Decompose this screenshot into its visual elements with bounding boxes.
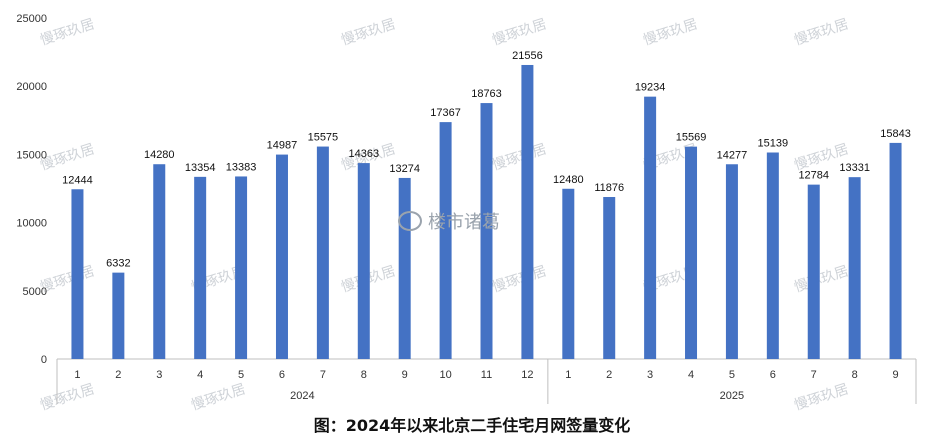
bar	[153, 164, 166, 359]
x-tick-label: 9	[892, 369, 898, 381]
x-tick-label: 2	[606, 369, 612, 381]
bar	[848, 177, 861, 359]
bar	[439, 122, 452, 359]
data-label: 15569	[676, 132, 707, 144]
data-label: 13274	[389, 163, 420, 175]
bar	[766, 152, 779, 359]
watermark-text: 慢琢玖居	[490, 262, 549, 295]
bar	[603, 197, 616, 359]
data-label: 11876	[594, 182, 624, 194]
bar	[112, 272, 125, 359]
x-tick-label: 1	[74, 369, 80, 381]
x-tick-label: 8	[852, 369, 858, 381]
data-label: 14280	[144, 149, 175, 161]
data-label: 13383	[226, 161, 257, 173]
y-tick-label: 5000	[23, 286, 47, 298]
bar	[235, 176, 248, 359]
bar	[521, 64, 534, 359]
x-tick-label: 11	[481, 369, 492, 381]
bar	[71, 189, 84, 359]
bar	[685, 146, 698, 359]
x-tick-label: 1	[565, 369, 571, 381]
data-label: 15575	[308, 132, 339, 144]
watermark-text: 慢琢玖居	[792, 262, 851, 295]
x-tick-label: 9	[402, 369, 408, 381]
x-tick-label: 6	[770, 369, 776, 381]
x-tick-label: 5	[238, 369, 244, 381]
bar	[562, 188, 575, 359]
data-label: 14987	[267, 140, 298, 152]
weibo-icon	[398, 211, 422, 231]
watermark-text: 慢琢玖居	[38, 380, 97, 413]
center-watermark-text: 楼市诸葛	[428, 212, 500, 233]
x-tick-label: 5	[729, 369, 735, 381]
data-label: 15843	[880, 128, 911, 140]
watermark-text: 慢琢玖居	[490, 140, 549, 173]
data-label: 18763	[471, 88, 502, 100]
center-watermark: 楼市诸葛	[398, 208, 500, 234]
y-tick-label: 15000	[16, 149, 47, 161]
y-tick-label: 25000	[16, 13, 47, 25]
bar	[357, 163, 370, 359]
x-tick-label: 4	[688, 369, 694, 381]
x-tick-label: 10	[439, 369, 451, 381]
data-label: 17367	[430, 107, 461, 119]
x-group-label: 2024	[290, 390, 314, 402]
x-tick-label: 4	[197, 369, 203, 381]
watermark-text: 慢琢玖居	[792, 15, 851, 48]
x-tick-label: 7	[811, 369, 817, 381]
x-tick-label: 12	[521, 369, 533, 381]
x-group-label: 2025	[720, 390, 744, 402]
data-label: 12444	[62, 174, 93, 186]
bar	[725, 164, 738, 359]
x-tick-label: 2	[115, 369, 121, 381]
data-label: 12784	[798, 170, 829, 182]
data-label: 15139	[758, 138, 789, 150]
x-tick-label: 8	[361, 369, 367, 381]
bar	[644, 96, 657, 359]
data-label: 19234	[635, 82, 666, 94]
bar	[480, 103, 493, 359]
watermark-text: 慢琢玖居	[490, 15, 549, 48]
bar	[316, 146, 329, 359]
x-tick-label: 3	[156, 369, 162, 381]
watermark-text: 慢琢玖居	[339, 15, 398, 48]
bar	[889, 142, 902, 359]
bar	[275, 154, 288, 359]
data-label: 13331	[839, 162, 870, 174]
y-tick-label: 20000	[16, 81, 47, 93]
watermark-text: 慢琢玖居	[189, 380, 248, 413]
data-label: 14277	[717, 149, 748, 161]
bar	[194, 176, 207, 359]
y-tick-label: 10000	[16, 218, 47, 230]
bar	[398, 177, 411, 359]
x-tick-label: 3	[647, 369, 653, 381]
y-tick-label: 0	[41, 354, 47, 366]
x-tick-label: 6	[279, 369, 285, 381]
x-tick-label: 7	[320, 369, 326, 381]
data-label: 21556	[512, 50, 543, 62]
bar	[807, 184, 820, 359]
watermark-text: 慢琢玖居	[641, 15, 700, 48]
data-label: 14363	[348, 148, 379, 160]
data-label: 12480	[553, 174, 584, 186]
watermark-text: 慢琢玖居	[792, 380, 851, 413]
data-label: 13354	[185, 162, 216, 174]
data-label: 6332	[106, 258, 130, 270]
chart-title: 图：2024年以来北京二手住宅月网签量变化	[313, 416, 631, 435]
